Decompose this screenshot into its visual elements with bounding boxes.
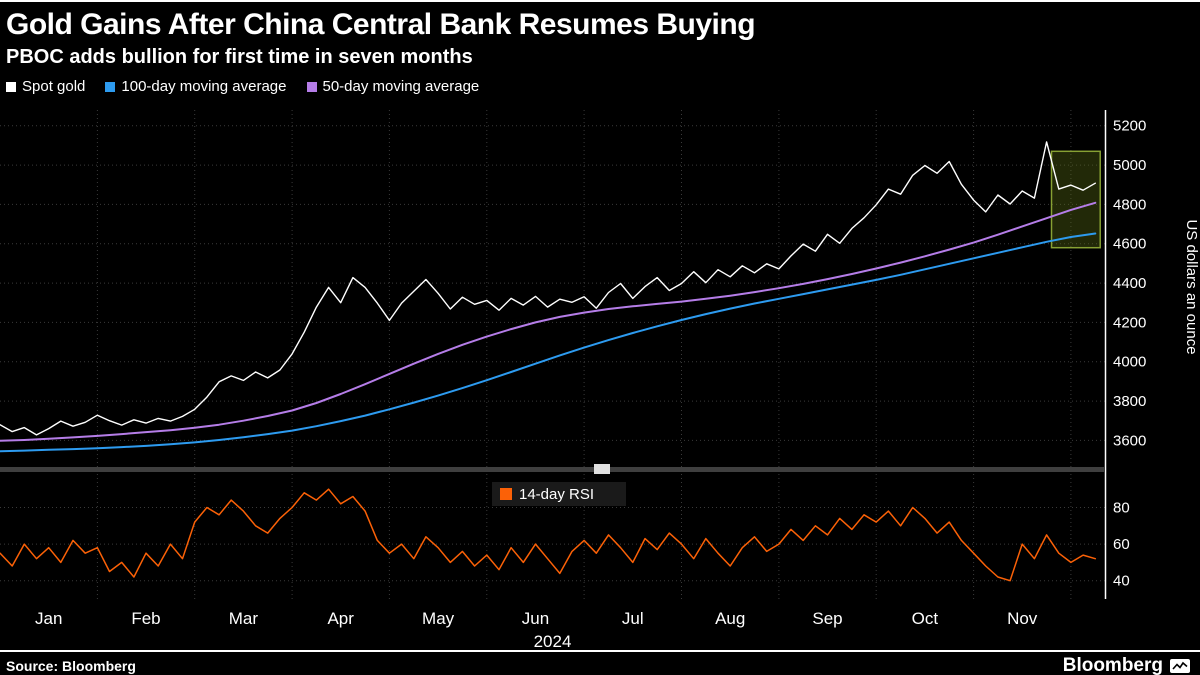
x-tick-label: Feb [131,609,160,628]
legend-item-100day-ma[interactable]: 100-day moving average [105,78,287,95]
y-tick-label: 3600 [1113,432,1146,449]
y-tick-label: 4200 [1113,314,1146,331]
footer: Source: Bloomberg Bloomberg [0,650,1200,675]
x-tick-label: Apr [327,609,354,628]
x-tick-label: Jan [35,609,62,628]
y-tick-label: 4800 [1113,196,1146,213]
y-tick-label: 60 [1113,536,1130,553]
series-50-day-moving-average [0,201,1097,442]
bloomberg-chart-icon [1170,658,1190,673]
bloomberg-wordmark: Bloomberg [1062,654,1163,675]
bloomberg-logo: Bloomberg [1063,655,1190,675]
y-tick-label: 40 [1113,573,1130,590]
legend-label-spot-gold: Spot gold [22,78,86,95]
series-spot-gold [0,141,1097,436]
chart-canvas[interactable]: 3600 3800 4000 4200 4400 4600 4800 5000 5200 40 60… [0,102,1200,650]
source-label: Source: Bloomberg [6,657,136,674]
legend-label-100day-ma: 100-day moving average [121,78,287,95]
chart-header: Gold Gains After China Central Bank Resu… [0,2,1200,102]
chart-title: Gold Gains After China Central Bank Resu… [6,8,756,41]
rsi-legend-label: 14-day RSI [519,486,594,503]
highlight-box [1050,150,1101,249]
x-tick-label: Aug [715,609,745,628]
series-100-day-moving-average [0,232,1097,453]
y-tick-label: 80 [1113,500,1130,517]
panel-divider [0,467,1105,472]
x-tick-label: Mar [229,609,259,628]
x-tick-label: Oct [912,609,939,628]
x-tick-label: May [422,609,455,628]
y-axis-title: US dollars an ounce [1183,219,1200,354]
legend-item-spot-gold[interactable]: Spot gold [6,78,85,95]
rsi-legend[interactable]: 14-day RSI [492,482,626,506]
x-axis-year: 2024 [534,632,572,650]
gridlines [0,110,1105,599]
series-14-day-rsi [0,488,1097,582]
y-tick-label: 4000 [1113,354,1146,371]
legend-swatch-spot-gold [6,81,16,92]
legend-label-50day-ma: 50-day moving average [322,78,480,95]
divider-handle[interactable] [594,464,610,474]
y-tick-label: 4400 [1113,275,1146,292]
chart-subtitle: PBOC adds bullion for first time in seve… [6,46,473,68]
y-tick-label: 3800 [1113,393,1146,410]
x-tick-label: Nov [1007,609,1038,628]
y-tick-label: 5200 [1113,118,1146,135]
y-tick-label: 4600 [1113,236,1146,253]
legend-main: Spot gold 100-day moving average 50-day … [6,78,1192,95]
x-tick-label: Jun [522,609,549,628]
legend-item-50day-ma[interactable]: 50-day moving average [306,78,480,95]
x-tick-label: Sep [812,609,842,628]
x-tick-label: Jul [622,609,644,628]
legend-swatch-50day-ma [306,81,317,92]
rsi-legend-swatch [500,488,512,500]
y-tick-label: 5000 [1113,157,1146,174]
legend-swatch-100day-ma [105,81,116,92]
